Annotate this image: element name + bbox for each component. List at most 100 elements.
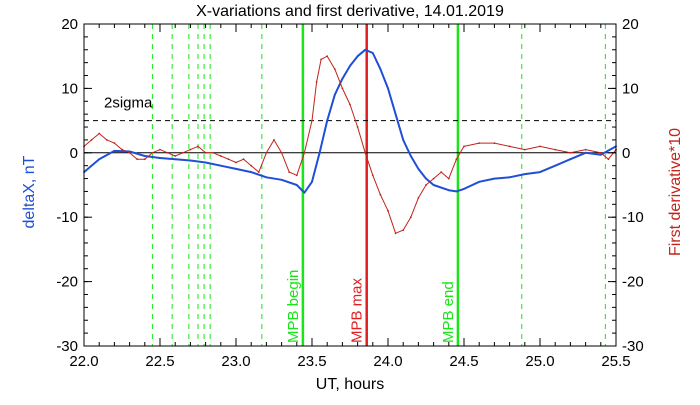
axes-group: 22.0 22.5 23.0 23.5 24.0 24.5 25.0 25.5 20 10 0 -10…	[56, 16, 643, 370]
mpb-max-label: MPB max	[349, 277, 366, 343]
deltaX-point	[265, 176, 268, 179]
deltaX-point	[447, 189, 450, 192]
derivative-point	[181, 151, 184, 154]
derivative-points	[83, 55, 617, 235]
deltaX-point	[409, 155, 412, 157]
deltaX-point	[584, 151, 587, 154]
derivative-point	[432, 177, 435, 180]
deltaX-point	[356, 55, 359, 58]
x-axis-label: UT, hours	[316, 376, 384, 393]
deltaX-point	[539, 171, 541, 174]
deltaX-point	[599, 153, 602, 156]
derivative-point	[242, 158, 245, 161]
derivative-point	[143, 158, 146, 161]
deltaX-point	[349, 65, 351, 67]
series-group	[83, 48, 617, 235]
derivative-point	[394, 232, 397, 235]
y-right-tick-label: -20	[622, 274, 644, 291]
deltaX-point	[311, 180, 313, 183]
2sigma-label: 2sigma	[104, 95, 153, 112]
deltaX-point	[478, 180, 481, 183]
deltaX-point	[303, 191, 306, 194]
deltaX-series-line	[83, 48, 617, 194]
y-left-tick-label: -10	[56, 209, 78, 226]
deltaX-point	[326, 119, 329, 122]
deltaX-point	[387, 87, 389, 90]
derivative-point	[151, 151, 154, 154]
deltaX-point	[463, 188, 465, 190]
x-tick-label: 23.5	[297, 353, 326, 370]
derivative-point	[98, 132, 101, 135]
event-lines-group	[151, 24, 606, 346]
derivative-point	[493, 142, 496, 145]
derivative-point	[440, 171, 443, 174]
deltaX-point	[341, 77, 344, 80]
derivative-point	[364, 151, 367, 154]
y-left-tick-label: 20	[61, 16, 78, 33]
derivative-point	[569, 151, 572, 154]
y-right-tick-label: 20	[622, 16, 639, 33]
derivative-point	[463, 145, 465, 148]
deltaX-point	[280, 178, 283, 181]
y-left-tick-label: 10	[61, 80, 78, 97]
deltaX-point	[432, 184, 435, 186]
x-tick-label: 22.5	[145, 353, 174, 370]
deltaX-point	[417, 168, 420, 170]
deltaX-point	[98, 158, 101, 161]
derivative-point	[273, 139, 275, 141]
y-right-tick-label: -30	[622, 338, 644, 355]
derivative-point	[105, 139, 108, 141]
y-left-tick-label: -30	[56, 338, 78, 355]
y-right-tick-label: 10	[622, 80, 639, 97]
derivative-point	[607, 158, 610, 161]
derivative-point	[113, 142, 116, 145]
deltaX-point	[189, 159, 192, 162]
annotations-group: MPB begin MPB max MPB end 2sigma	[104, 95, 457, 343]
x-tick-label: 25.5	[601, 353, 630, 370]
derivative-point	[311, 119, 313, 122]
deltaX-point	[394, 113, 397, 116]
y-right-tick-label: -10	[622, 209, 644, 226]
reference-lines-group	[84, 120, 616, 154]
deltaX-point	[508, 176, 511, 179]
derivative-point	[326, 55, 329, 58]
derivative-point	[554, 148, 557, 151]
mpb-begin-label: MPB begin	[285, 270, 302, 343]
mpb-end-label: MPB end	[440, 281, 457, 343]
derivative-point	[128, 151, 131, 154]
x-tick-label: 23.0	[221, 353, 250, 370]
y-left-tick-label: -20	[56, 274, 78, 291]
deltaX-point	[250, 171, 253, 174]
derivative-point	[288, 171, 291, 174]
derivative-point	[235, 161, 237, 164]
derivative-point	[219, 155, 222, 157]
deltaX-point	[379, 68, 382, 70]
derivative-point	[166, 151, 169, 154]
derivative-point	[189, 148, 192, 151]
derivative-point	[349, 103, 351, 106]
derivative-point	[136, 158, 139, 161]
deltaX-point	[143, 155, 146, 157]
x-tick-label: 25.0	[525, 353, 554, 370]
derivative-point	[387, 209, 389, 212]
deltaX-point	[569, 158, 572, 161]
derivative-point	[295, 174, 298, 177]
y-axis-left-label: deltaX, nT	[21, 155, 38, 228]
derivative-point	[212, 151, 215, 154]
deltaX-point	[219, 164, 222, 167]
x-tick-label: 22.0	[69, 353, 98, 370]
chart-title: X-variations and first derivative, 14.01…	[196, 3, 504, 20]
deltaX-point	[425, 177, 427, 180]
deltaX-point	[204, 161, 207, 164]
deltaX-point	[174, 158, 177, 161]
deltaX-point	[493, 177, 496, 180]
derivative-point	[455, 158, 458, 161]
derivative-point	[280, 151, 283, 154]
derivative-point	[417, 197, 420, 199]
derivative-point	[257, 171, 260, 174]
deltaX-point	[295, 184, 298, 186]
derivative-point	[341, 87, 344, 90]
derivative-point	[227, 158, 230, 161]
deltaX-point	[333, 93, 336, 96]
